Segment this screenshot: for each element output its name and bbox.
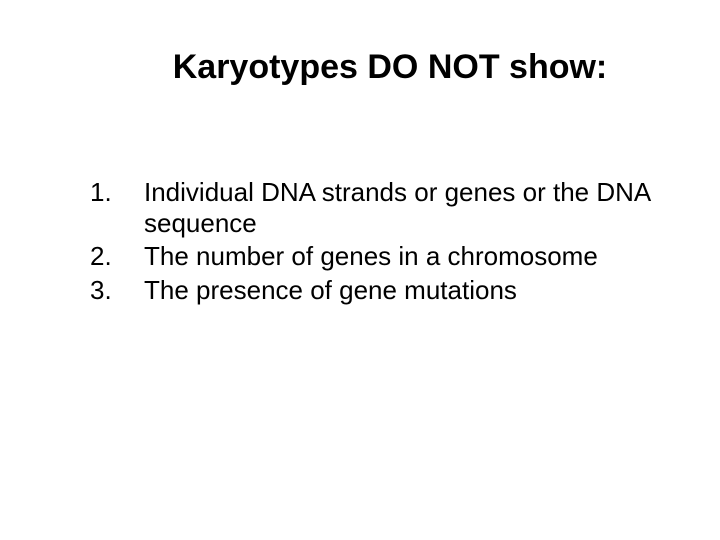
slide: Karyotypes DO NOT show: Individual DNA s… — [0, 0, 720, 540]
ordered-list: Individual DNA strands or genes or the D… — [90, 177, 660, 306]
list-item: The presence of gene mutations — [90, 275, 660, 306]
list-item: The number of genes in a chromosome — [90, 241, 660, 272]
list-container: Individual DNA strands or genes or the D… — [60, 177, 660, 306]
slide-title: Karyotypes DO NOT show: — [120, 48, 660, 87]
list-item: Individual DNA strands or genes or the D… — [90, 177, 660, 239]
